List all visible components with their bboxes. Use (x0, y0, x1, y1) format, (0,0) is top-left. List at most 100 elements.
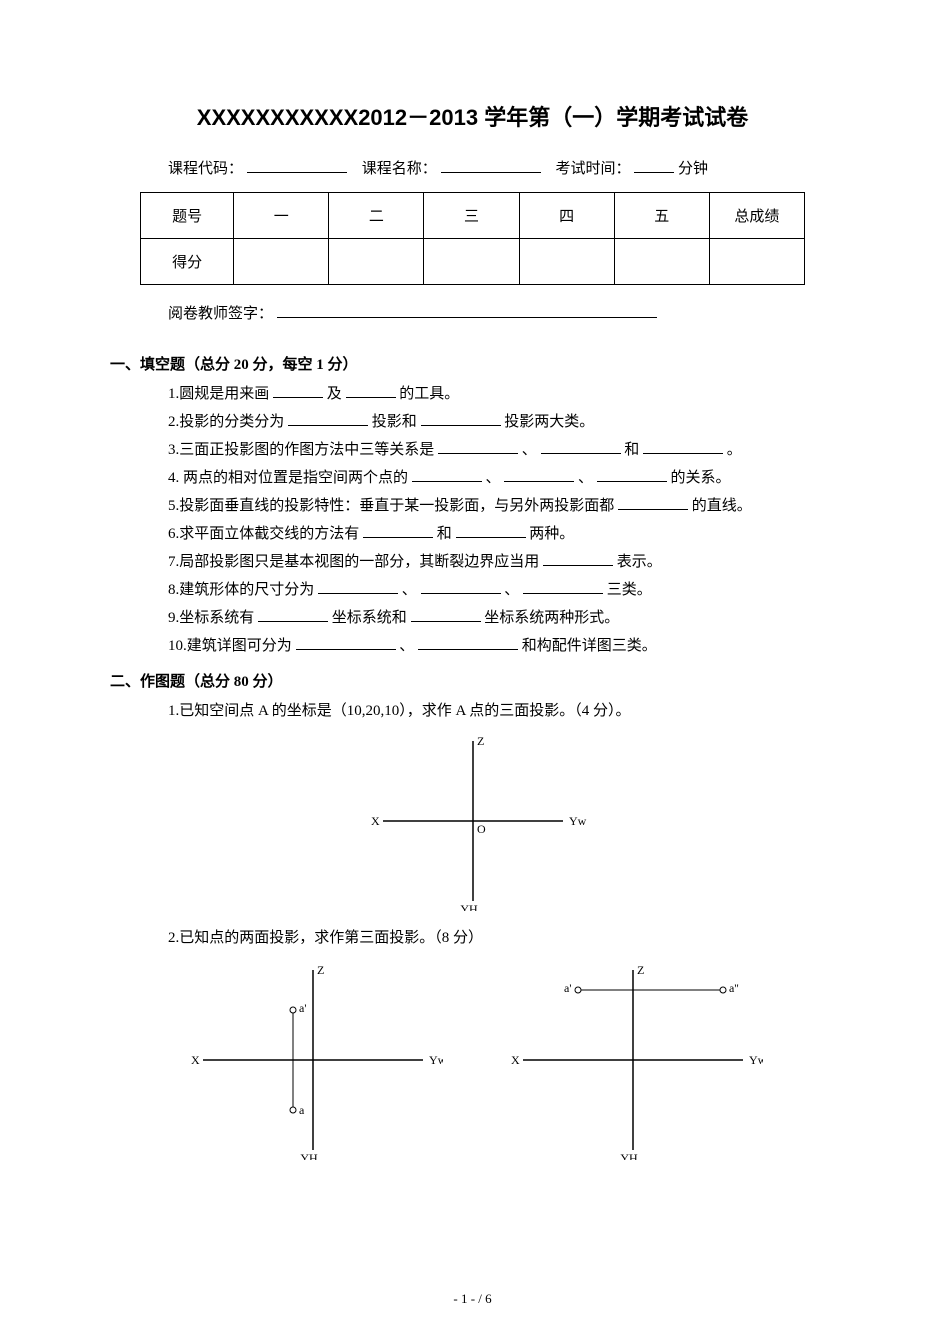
q4-text-c: 、 (578, 470, 593, 486)
table-score-row: 得分 (141, 239, 805, 285)
col-3: 三 (424, 193, 519, 239)
svg-text:a': a' (299, 1001, 307, 1015)
q9-text-c: 坐标系统两种形式。 (484, 610, 619, 626)
question-6: 6.求平面立体截交线的方法有 和 两种。 (140, 520, 805, 548)
q7-blank-1 (543, 551, 613, 566)
q4-text-b: 、 (486, 470, 501, 486)
question-1: 1.圆规是用来画 及 的工具。 (140, 380, 805, 408)
q9-blank-1 (258, 607, 328, 622)
col-2: 二 (329, 193, 424, 239)
svg-text:YH: YH (460, 902, 478, 911)
q9-text-a: 9.坐标系统有 (168, 610, 254, 626)
q3-blank-1 (438, 439, 518, 454)
q5-text-a: 5.投影面垂直线的投影特性：垂直于某一投影面，与另外两投影面都 (168, 498, 614, 514)
q10-text-b: 、 (399, 638, 414, 654)
q2-text-c: 投影两大类。 (504, 414, 594, 430)
q6-text-b: 和 (437, 526, 452, 542)
col-5: 五 (614, 193, 709, 239)
q3-blank-2 (541, 439, 621, 454)
q3-text-b: 、 (522, 442, 537, 458)
score-cell (424, 239, 519, 285)
exam-time-blank (634, 156, 674, 173)
q10-blank-1 (296, 635, 396, 650)
question-2: 2.投影的分类分为 投影和 投影两大类。 (140, 408, 805, 436)
figure-2-row: ZXYwYHa'a ZXYwYHa'a'' (140, 960, 805, 1160)
score-cell (519, 239, 614, 285)
q7-text-a: 7.局部投影图只是基本视图的一部分，其断裂边界应当用 (168, 554, 539, 570)
axes-diagram-2a: Z X Yw YH a' a (183, 960, 443, 1160)
q1-blank-1 (273, 383, 323, 398)
q5-blank-1 (618, 495, 688, 510)
col-4: 四 (519, 193, 614, 239)
q10-blank-2 (418, 635, 518, 650)
svg-text:Z: Z (477, 734, 484, 748)
q4-blank-1 (412, 467, 482, 482)
svg-text:O: O (477, 822, 486, 836)
score-cell (709, 239, 804, 285)
axes-diagram-2b: ZXYwYHa'a'' (503, 960, 763, 1160)
svg-text:YH: YH (300, 1151, 318, 1160)
svg-text:Yw: Yw (429, 1053, 443, 1067)
q8-text-c: 、 (504, 582, 519, 598)
page-number: - 1 - / 6 (0, 1291, 945, 1307)
svg-text:a: a (299, 1103, 305, 1117)
s2-question-1: 1.已知空间点 A 的坐标是（10,20,10），求作 A 点的三面投影。（4 … (140, 697, 805, 725)
table-header-row: 题号 一 二 三 四 五 总成绩 (141, 193, 805, 239)
question-9: 9.坐标系统有 坐标系统和 坐标系统两种形式。 (140, 604, 805, 632)
q10-text-a: 10.建筑详图可分为 (168, 638, 292, 654)
q8-blank-2 (421, 579, 501, 594)
q6-text-c: 两种。 (529, 526, 574, 542)
exam-time-label: 考试时间： (556, 161, 631, 177)
question-3: 3.三面正投影图的作图方法中三等关系是 、 和 。 (140, 436, 805, 464)
question-7: 7.局部投影图只是基本视图的一部分，其断裂边界应当用 表示。 (140, 548, 805, 576)
svg-text:X: X (511, 1053, 520, 1067)
svg-text:YH: YH (620, 1151, 638, 1160)
q6-text-a: 6.求平面立体截交线的方法有 (168, 526, 359, 542)
course-code-label: 课程代码： (168, 161, 243, 177)
q1-text-a: 1.圆规是用来画 (168, 386, 269, 402)
col-1: 一 (234, 193, 329, 239)
q3-text-c: 和 (624, 442, 639, 458)
q6-blank-1 (363, 523, 433, 538)
q4-blank-2 (504, 467, 574, 482)
signature-blank (277, 301, 657, 318)
q6-blank-2 (456, 523, 526, 538)
q8-text-d: 三类。 (607, 582, 652, 598)
q9-blank-2 (411, 607, 481, 622)
page-title: XXXXXXXXXXX2012－2013 学年第（一）学期考试试卷 (140, 100, 805, 132)
signature-label: 阅卷教师签字： (168, 306, 273, 322)
q5-text-b: 的直线。 (692, 498, 752, 514)
q1-text-b: 及 (327, 386, 342, 402)
svg-text:Yw: Yw (749, 1053, 763, 1067)
score-label-cell: 得分 (141, 239, 234, 285)
col-total: 总成绩 (709, 193, 804, 239)
score-cell (329, 239, 424, 285)
figure-1-container: Z X Yw YH O (140, 731, 805, 916)
svg-text:X: X (371, 814, 380, 828)
question-10: 10.建筑详图可分为 、 和构配件详图三类。 (140, 632, 805, 660)
q8-text-a: 8.建筑形体的尺寸分为 (168, 582, 314, 598)
q1-text-c: 的工具。 (399, 386, 459, 402)
q8-blank-1 (318, 579, 398, 594)
q8-blank-3 (523, 579, 603, 594)
q3-blank-3 (643, 439, 723, 454)
score-cell (234, 239, 329, 285)
q4-text-d: 的关系。 (671, 470, 731, 486)
score-table: 题号 一 二 三 四 五 总成绩 得分 (140, 192, 805, 285)
score-cell (614, 239, 709, 285)
signature-line: 阅卷教师签字： (140, 301, 805, 323)
svg-text:Z: Z (317, 963, 324, 977)
svg-text:Yw: Yw (569, 814, 587, 828)
course-info-line: 课程代码： 课程名称： 考试时间： 分钟 (140, 156, 805, 178)
q2-blank-2 (421, 411, 501, 426)
q1-blank-2 (346, 383, 396, 398)
question-4: 4. 两点的相对位置是指空间两个点的 、 、 的关系。 (140, 464, 805, 492)
q2-blank-1 (288, 411, 368, 426)
q4-text-a: 4. 两点的相对位置是指空间两个点的 (168, 470, 408, 486)
svg-text:X: X (191, 1053, 200, 1067)
header-label-cell: 题号 (141, 193, 234, 239)
q10-text-c: 和构配件详图三类。 (522, 638, 657, 654)
q4-blank-3 (597, 467, 667, 482)
q9-text-b: 坐标系统和 (332, 610, 407, 626)
q7-text-b: 表示。 (617, 554, 662, 570)
